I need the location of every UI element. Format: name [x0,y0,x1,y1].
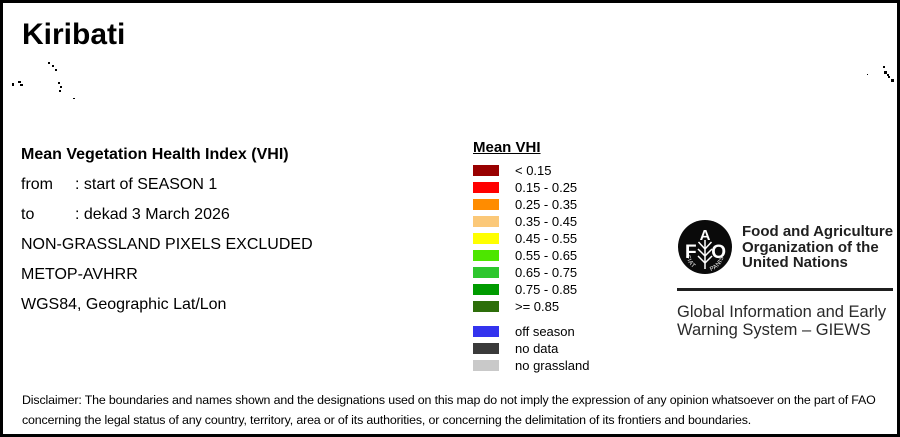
info-row-to: to : dekad 3 March 2026 [21,206,313,236]
info-value: NON-GRASSLAND PIXELS EXCLUDED [21,236,313,253]
legend-row: 0.25 - 0.35 [473,196,589,213]
fao-name-line: Organization of the [742,238,879,256]
legend-swatch [473,233,499,244]
fao-header: F A O FIAT PANIS Food and Agriculture Or… [677,219,893,275]
info-value: : dekad 3 March 2026 [75,206,230,223]
legend-row: 0.15 - 0.25 [473,179,589,196]
legend-swatch [473,360,499,371]
legend-swatch [473,250,499,261]
legend-label: 0.65 - 0.75 [515,265,578,280]
page-title: Kiribati [22,18,126,51]
legend-row: 0.65 - 0.75 [473,264,589,281]
fao-name-line: United Nations [742,254,848,271]
giews-subtitle: Global Information and Early Warning Sys… [677,303,893,339]
fao-logo-letter-o: O [711,242,726,263]
fao-logo-letter-f: F [685,242,697,263]
wheat-ear-icon [697,240,713,269]
fao-name: Food and Agriculture Organization of the… [742,219,893,275]
fao-motto-left: FIAT [684,255,696,270]
island-dot [58,82,60,84]
fao-logo-icon: F A O FIAT PANIS [678,220,732,274]
fao-logo-letter-a: A [700,227,711,244]
legend-row-off-season: off season [473,323,589,340]
island-dot [60,86,62,88]
legend-row: 0.35 - 0.45 [473,213,589,230]
island-dot [867,74,868,75]
island-dot [73,98,75,99]
map-islands-layer [3,3,897,434]
disclaimer-text: Disclaimer: The boundaries and names sho… [22,390,887,430]
info-value: METOP-AVHRR [21,266,138,283]
info-row-projection: WGS84, Geographic Lat/Lon [21,296,313,326]
legend-row: 0.45 - 0.55 [473,230,589,247]
legend-row-no-data: no data [473,340,589,357]
info-row-mask: NON-GRASSLAND PIXELS EXCLUDED [21,236,313,266]
legend-label: no grassland [515,358,590,373]
legend-gap [473,315,589,323]
island-dot [55,69,57,71]
legend-label: no data [515,341,559,356]
vhi-legend: Mean VHI < 0.15 0.15 - 0.25 0.25 - 0.35 … [473,139,589,374]
fao-name-line: Food and Agriculture [742,223,894,240]
legend-label: 0.25 - 0.35 [515,197,578,212]
info-label: from [21,176,53,193]
info-row-from: from : start of SEASON 1 [21,176,313,206]
legend-label: off season [515,324,575,339]
legend-swatch [473,284,499,295]
legend-swatch [473,326,499,337]
island-dot [884,71,887,74]
divider-line [677,288,893,291]
legend-row: 0.75 - 0.85 [473,281,589,298]
giews-subtitle-line: Global Information and Early [677,303,887,321]
legend-label: 0.35 - 0.45 [515,214,578,229]
info-value: WGS84, Geographic Lat/Lon [21,296,227,313]
island-dot [18,81,21,83]
legend-swatch [473,216,499,227]
legend-label: 0.55 - 0.65 [515,248,578,263]
legend-swatch [473,165,499,176]
info-heading: Mean Vegetation Health Index (VHI) [21,146,289,163]
fao-block: F A O FIAT PANIS Food and Agriculture Or… [677,219,893,339]
giews-subtitle-line: Warning System – GIEWS [677,321,871,339]
map-info-block: Mean Vegetation Health Index (VHI) from:… [21,146,313,326]
legend-label: 0.45 - 0.55 [515,231,578,246]
island-dot [891,79,894,82]
island-dot [888,76,890,78]
island-dot [52,65,54,67]
legend-swatch [473,182,499,193]
legend-swatch [473,199,499,210]
island-dot [59,90,61,92]
legend-swatch [473,301,499,312]
island-dot [887,74,889,76]
disclaimer-line: concerning the legal status of any count… [22,413,752,427]
legend-label: 0.75 - 0.85 [515,282,578,297]
info-label: to [21,206,35,223]
legend-label: >= 0.85 [515,299,560,314]
info-value: : start of SEASON 1 [75,176,218,193]
legend-swatch [473,267,499,278]
legend-label: < 0.15 [515,163,552,178]
disclaimer-line: Disclaimer: The boundaries and names sho… [22,393,876,407]
legend-row: 0.55 - 0.65 [473,247,589,264]
legend-label: 0.15 - 0.25 [515,180,578,195]
legend-row: >= 0.85 [473,298,589,315]
legend-title: Mean VHI [473,139,541,156]
legend-swatch [473,343,499,354]
info-row-sensor: METOP-AVHRR [21,266,313,296]
island-dot [883,66,885,68]
legend-row: < 0.15 [473,162,589,179]
island-dot [48,62,50,64]
legend-row-no-grassland: no grassland [473,357,589,374]
island-dot [12,83,14,86]
island-dot [20,84,23,86]
